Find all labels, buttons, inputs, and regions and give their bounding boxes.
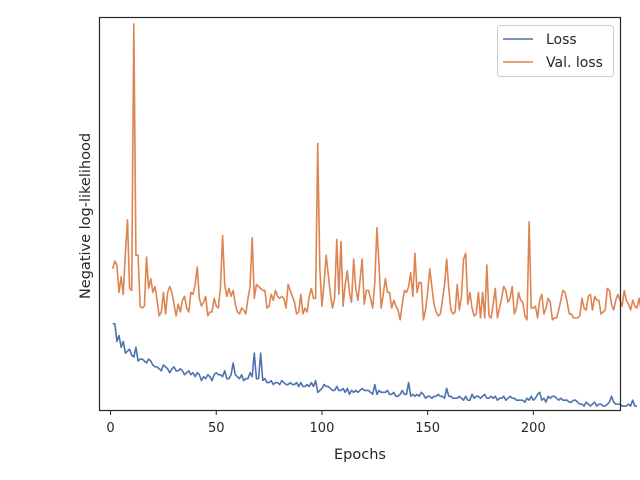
series-line-val-loss [111,23,640,321]
x-tick-label: 50 [208,421,225,436]
series-line-loss [112,322,637,407]
x-tick-label: 100 [310,421,335,436]
x-axis-label: Epochs [334,447,386,463]
series-layer [111,23,640,407]
y-axis-label: Negative log-likelihood [78,133,94,299]
x-tick-label: 0 [106,421,114,436]
x-ticks: 0 50 100 150 200 [106,410,546,436]
legend-label-loss: Loss [546,32,577,48]
x-tick-label: 150 [415,421,440,436]
legend-label-val-loss: Val. loss [546,55,603,71]
x-tick-label: 200 [521,421,546,436]
legend: Loss Val. loss [497,25,614,77]
plot-frame [98,16,622,412]
